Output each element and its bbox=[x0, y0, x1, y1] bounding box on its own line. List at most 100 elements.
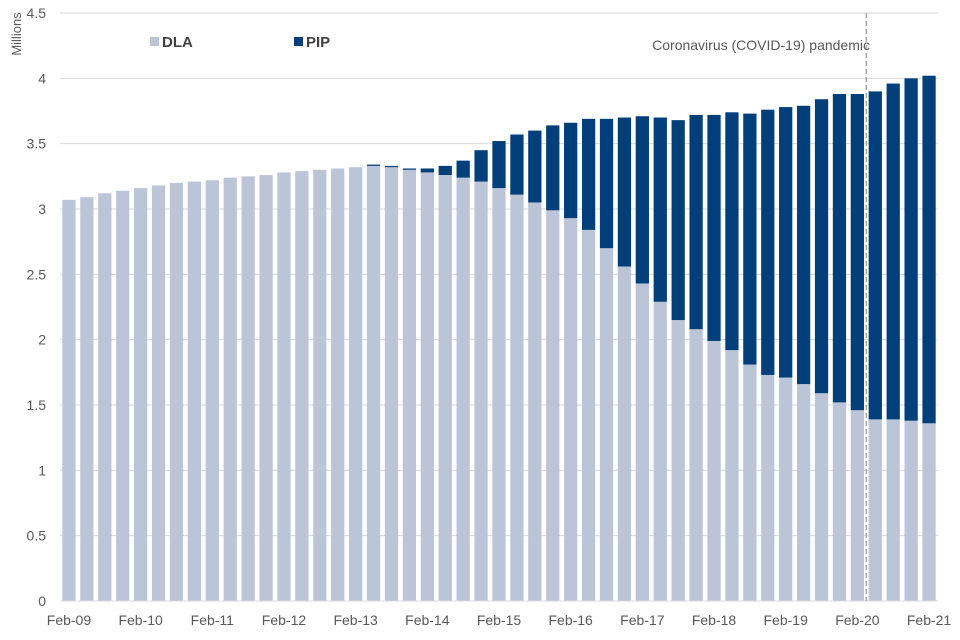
x-tick-label: Feb-15 bbox=[477, 612, 522, 628]
bar-dla bbox=[725, 350, 739, 601]
bar-dla bbox=[349, 167, 363, 602]
bar-dla bbox=[259, 175, 273, 601]
y-tick-label: 1 bbox=[38, 462, 46, 478]
bar-pip bbox=[635, 116, 649, 284]
y-tick-label: 2.5 bbox=[27, 266, 47, 282]
bar-pip bbox=[832, 94, 847, 403]
bar-pip bbox=[779, 107, 793, 378]
bar-pip bbox=[402, 168, 417, 170]
bar-pip bbox=[546, 125, 560, 211]
legend-item-pip[interactable]: PIP bbox=[294, 34, 330, 51]
bar-pip bbox=[510, 134, 524, 195]
bar-pip bbox=[725, 112, 739, 351]
x-tick-label: Feb-16 bbox=[548, 612, 593, 628]
legend-label-pip: PIP bbox=[306, 34, 330, 51]
bar-pip bbox=[581, 118, 596, 230]
bar-dla bbox=[134, 188, 148, 602]
bar-dla bbox=[779, 377, 793, 601]
bar-pip bbox=[671, 120, 685, 321]
bar-pip bbox=[743, 113, 757, 365]
bar-dla bbox=[277, 172, 291, 601]
bar-dla bbox=[241, 176, 255, 602]
bar-dla bbox=[832, 402, 847, 601]
bar-dla bbox=[653, 301, 667, 601]
bar-pip bbox=[617, 117, 632, 267]
bar-pip bbox=[904, 78, 918, 421]
x-tick-label: Feb-17 bbox=[620, 612, 665, 628]
y-axis-ticks: 0 0.5 1 1.5 2 2.5 3 3.5 4 4.5 bbox=[27, 5, 47, 609]
bar-dla bbox=[599, 248, 614, 601]
bar-dla bbox=[384, 167, 399, 602]
bar-dla bbox=[169, 182, 184, 601]
bar-pip bbox=[653, 117, 667, 302]
y-tick-label: 2 bbox=[38, 332, 46, 348]
bar-dla bbox=[313, 169, 327, 602]
bar-dla bbox=[116, 190, 130, 601]
bar-dla bbox=[98, 193, 112, 601]
y-tick-label: 0 bbox=[38, 593, 46, 609]
x-tick-label: Feb-10 bbox=[118, 612, 163, 628]
bar-dla bbox=[474, 181, 488, 601]
bar-pip bbox=[796, 105, 811, 385]
x-tick-label: Feb-09 bbox=[47, 612, 92, 628]
bar-dla bbox=[689, 329, 703, 601]
bar-dla bbox=[922, 423, 936, 601]
bar-dla bbox=[850, 410, 864, 601]
bar-dla bbox=[456, 177, 470, 601]
bar-pip bbox=[528, 130, 542, 203]
bar-dla bbox=[635, 283, 649, 601]
bar-dla bbox=[80, 197, 94, 602]
bar-dla bbox=[420, 172, 434, 601]
x-tick-label: Feb-13 bbox=[333, 612, 378, 628]
legend: DLA PIP bbox=[150, 34, 330, 51]
bar-pip bbox=[456, 160, 470, 178]
bar-dla bbox=[761, 374, 775, 601]
bar-dla bbox=[223, 177, 237, 601]
bar-dla bbox=[886, 419, 900, 601]
bar-pip bbox=[564, 122, 578, 219]
legend-label-dla: DLA bbox=[162, 34, 193, 51]
covid-annotation: Coronavirus (COVID-19) pandemic bbox=[652, 37, 870, 53]
bar-dla bbox=[438, 175, 452, 601]
x-axis-ticks: Feb-09 Feb-10 Feb-11 Feb-12 Feb-13 Feb-14 Feb-… bbox=[47, 612, 952, 628]
bar-dla bbox=[366, 165, 381, 601]
bar-pip bbox=[868, 91, 882, 420]
bar-dla bbox=[904, 420, 918, 601]
y-tick-label: 4 bbox=[38, 70, 46, 86]
bars bbox=[62, 75, 936, 602]
legend-swatch-dla bbox=[150, 37, 159, 46]
bar-pip bbox=[850, 94, 864, 411]
bar-pip bbox=[689, 114, 703, 330]
bar-pip bbox=[438, 165, 452, 176]
bar-dla bbox=[617, 266, 632, 601]
bar-pip bbox=[492, 141, 506, 189]
bar-dla bbox=[402, 169, 417, 602]
bar-dla bbox=[331, 168, 345, 601]
y-tick-label: 3 bbox=[38, 201, 46, 217]
x-tick-label: Feb-11 bbox=[191, 612, 235, 628]
x-tick-label: Feb-21 bbox=[907, 612, 952, 628]
x-tick-label: Feb-19 bbox=[764, 612, 809, 628]
bar-dla bbox=[743, 364, 757, 601]
x-tick-label: Feb-18 bbox=[692, 612, 737, 628]
y-tick-label: 3.5 bbox=[27, 136, 47, 152]
bar-pip bbox=[384, 165, 399, 168]
bar-pip bbox=[474, 150, 488, 182]
bar-pip bbox=[599, 118, 614, 249]
bar-dla bbox=[205, 180, 219, 601]
bar-dla bbox=[187, 181, 202, 601]
x-tick-label: Feb-12 bbox=[262, 612, 307, 628]
x-tick-label: Feb-14 bbox=[405, 612, 450, 628]
x-tick-label: Feb-20 bbox=[835, 612, 880, 628]
bar-dla bbox=[492, 188, 506, 602]
legend-item-dla[interactable]: DLA bbox=[150, 34, 193, 51]
bar-pip bbox=[420, 168, 434, 173]
bar-dla bbox=[814, 393, 829, 601]
bar-dla bbox=[546, 210, 560, 601]
bar-dla bbox=[581, 229, 596, 601]
legend-swatch-pip bbox=[294, 37, 303, 46]
bar-dla bbox=[564, 218, 578, 601]
bar-pip bbox=[366, 164, 381, 166]
bar-dla bbox=[528, 202, 542, 601]
